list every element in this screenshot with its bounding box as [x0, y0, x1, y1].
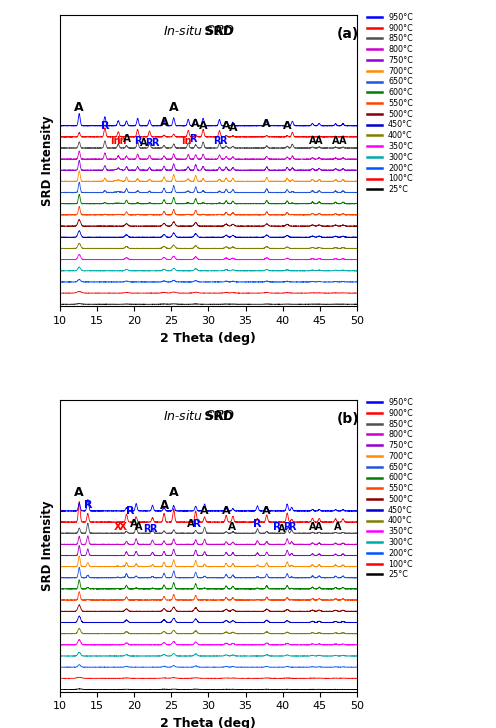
Text: R: R — [288, 521, 296, 531]
Text: R: R — [126, 506, 134, 516]
Text: A: A — [262, 119, 271, 129]
Text: A: A — [315, 136, 323, 146]
Text: R: R — [145, 138, 153, 149]
Legend: 950°C, 900°C, 850°C, 800°C, 750°C, 700°C, 650°C, 600°C, 550°C, 500°C, 450°C, 400: 950°C, 900°C, 850°C, 800°C, 750°C, 700°C… — [367, 13, 413, 194]
Text: R: R — [219, 136, 227, 146]
Text: R: R — [149, 523, 156, 534]
Y-axis label: SRD Intensity: SRD Intensity — [41, 115, 54, 206]
Text: A: A — [228, 521, 236, 531]
Text: A: A — [186, 520, 194, 529]
X-axis label: 2 Theta (deg): 2 Theta (deg) — [160, 332, 256, 344]
Text: R: R — [134, 136, 141, 146]
Text: In: In — [116, 136, 126, 146]
Text: A: A — [315, 521, 323, 531]
Text: A: A — [191, 119, 200, 129]
Legend: 950°C, 900°C, 850°C, 800°C, 750°C, 700°C, 650°C, 600°C, 550°C, 500°C, 450°C, 400: 950°C, 900°C, 850°C, 800°C, 750°C, 700°C… — [367, 398, 413, 579]
Text: R: R — [83, 500, 92, 510]
Text: A: A — [309, 521, 316, 531]
X-axis label: 2 Theta (deg): 2 Theta (deg) — [160, 717, 256, 728]
Text: A: A — [309, 136, 316, 146]
Text: A: A — [334, 521, 342, 531]
Text: In: In — [110, 136, 121, 146]
Text: SRD: SRD — [165, 410, 234, 423]
Text: A: A — [339, 136, 347, 146]
Text: R: R — [189, 134, 196, 144]
Text: A: A — [199, 121, 207, 131]
Text: SRD: SRD — [165, 25, 234, 38]
Text: A: A — [130, 520, 138, 529]
Text: A: A — [222, 121, 231, 131]
Text: A: A — [229, 123, 237, 133]
Text: A: A — [283, 121, 292, 131]
Text: R: R — [283, 521, 290, 531]
Text: R: R — [151, 138, 159, 149]
Text: R: R — [213, 136, 221, 146]
Text: A: A — [169, 101, 179, 114]
Text: A: A — [74, 486, 84, 499]
Text: X: X — [114, 521, 122, 531]
Text: A: A — [123, 134, 130, 144]
Text: A: A — [74, 101, 84, 114]
Y-axis label: SRD Intensity: SRD Intensity — [41, 500, 54, 591]
Text: A: A — [200, 506, 209, 516]
Text: A: A — [160, 499, 169, 513]
Text: (a): (a) — [336, 27, 359, 41]
Text: A: A — [140, 138, 147, 149]
Text: A: A — [169, 486, 179, 499]
Text: A: A — [135, 521, 143, 531]
Text: A: A — [262, 506, 271, 516]
Text: R: R — [143, 523, 150, 534]
Text: $\it{In}$-$\it{situ}$ SRD: $\it{In}$-$\it{situ}$ SRD — [163, 24, 236, 38]
Text: X: X — [119, 521, 127, 531]
Text: A: A — [278, 523, 286, 534]
Text: R: R — [101, 121, 109, 131]
Text: In: In — [181, 136, 191, 146]
Text: A: A — [332, 136, 339, 146]
Text: R: R — [273, 521, 281, 531]
Text: $\it{In}$-$\it{situ}$ SRD: $\it{In}$-$\it{situ}$ SRD — [163, 409, 236, 423]
Text: (b): (b) — [336, 412, 359, 426]
Text: A: A — [160, 116, 169, 129]
Text: A: A — [222, 506, 231, 516]
Text: R: R — [193, 520, 201, 529]
Text: R: R — [253, 520, 262, 529]
